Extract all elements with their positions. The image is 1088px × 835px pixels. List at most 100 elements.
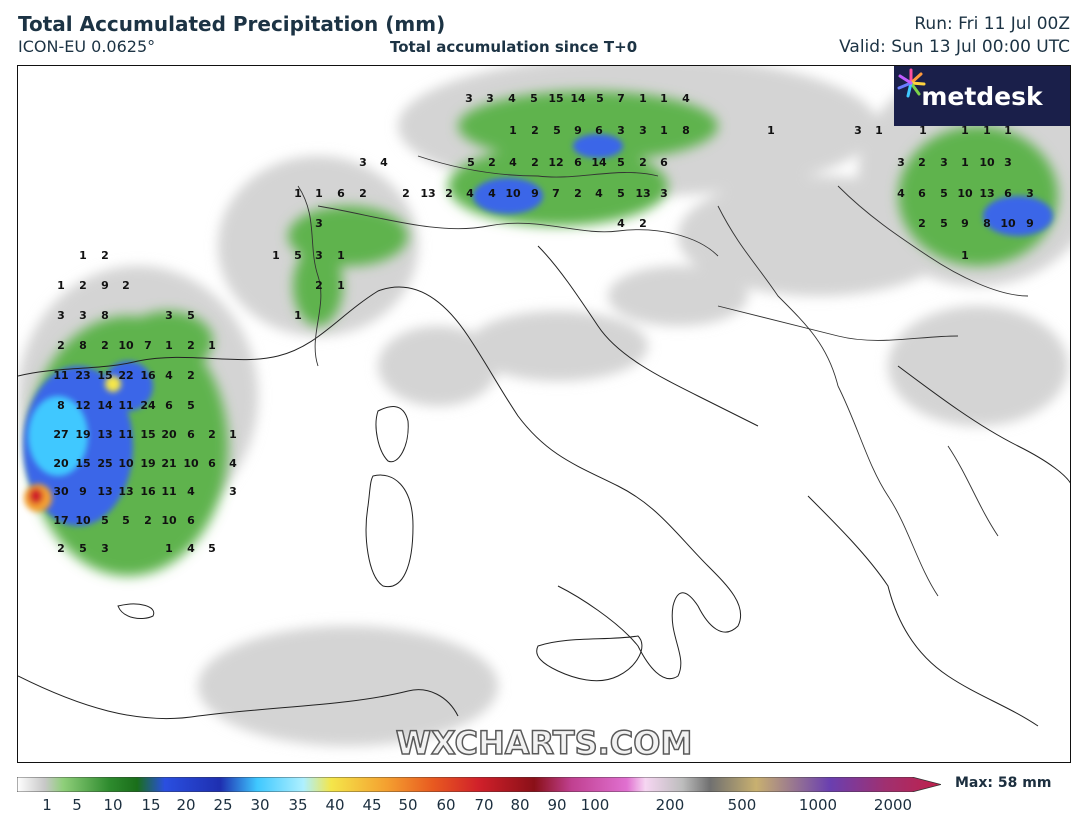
precip-value: 14 xyxy=(570,92,586,105)
precip-value: 1 xyxy=(208,339,216,352)
precip-value: 5 xyxy=(187,309,195,322)
precip-value: 5 xyxy=(101,514,109,527)
precip-value: 1 xyxy=(165,339,173,352)
precip-value: 22 xyxy=(118,369,133,382)
legend-colorbar xyxy=(17,777,941,792)
precip-value: 24 xyxy=(140,399,156,412)
precip-value: 9 xyxy=(531,187,539,200)
precip-value: 2 xyxy=(57,542,65,555)
precip-value: 1 xyxy=(294,309,302,322)
precip-value-labels: 3 3 4 5 15 14 5 7 1 1 41 2 5 9 6 3 3 1 8 1 3 1 1 1 1 13 4 5 2 4 2 12 6 14… xyxy=(53,92,1033,555)
legend-tick: 60 xyxy=(436,796,456,814)
precip-value: 4 xyxy=(466,187,474,200)
precip-value: 1 xyxy=(919,124,927,137)
precip-value: 27 xyxy=(53,428,68,441)
precip-value: 3 xyxy=(897,156,905,169)
precip-value: 8 xyxy=(983,217,991,230)
precip-value: 4 xyxy=(165,369,173,382)
precip-value: 13 xyxy=(635,187,650,200)
legend-tick: 25 xyxy=(213,796,233,814)
precip-value: 10 xyxy=(75,514,91,527)
precip-value: 2 xyxy=(208,428,216,441)
precip-value: 9 xyxy=(574,124,582,137)
precip-value: 3 xyxy=(617,124,625,137)
precip-value: 8 xyxy=(57,399,65,412)
precip-value: 13 xyxy=(97,485,112,498)
precip-value: 3 xyxy=(79,309,87,322)
legend-tick: 90 xyxy=(547,796,567,814)
precip-value: 5 xyxy=(617,187,625,200)
precip-value: 15 xyxy=(75,457,90,470)
legend-max-label: Max: 58 mm xyxy=(955,775,1052,791)
precip-value: 17 xyxy=(53,514,68,527)
precip-value: 10 xyxy=(957,187,973,200)
precip-value: 5 xyxy=(208,542,216,555)
precip-value: 7 xyxy=(617,92,625,105)
precip-value: 1 xyxy=(272,249,280,262)
precip-value: 1 xyxy=(337,279,345,292)
legend-tick: 500 xyxy=(727,796,757,814)
precip-value: 3 xyxy=(57,309,65,322)
precip-value: 11 xyxy=(161,485,176,498)
precip-value: 9 xyxy=(101,279,109,292)
precip-value: 1 xyxy=(337,249,345,262)
precip-value: 4 xyxy=(509,156,517,169)
precip-value: 2 xyxy=(531,124,539,137)
precip-value: 5 xyxy=(530,92,538,105)
precip-value: 3 xyxy=(660,187,668,200)
precip-value: 2 xyxy=(445,187,453,200)
chart-subtitle: Total accumulation since T+0 xyxy=(390,38,638,56)
precip-value: 15 xyxy=(97,369,112,382)
precip-value: 1 xyxy=(165,542,173,555)
precip-value: 1 xyxy=(57,279,65,292)
precip-value: 1 xyxy=(229,428,237,441)
precip-value: 4 xyxy=(187,485,195,498)
precip-value: 3 xyxy=(229,485,237,498)
precip-value: 13 xyxy=(420,187,435,200)
legend-tick: 80 xyxy=(510,796,530,814)
precip-value: 13 xyxy=(118,485,133,498)
precip-value: 10 xyxy=(118,457,134,470)
precip-value: 2 xyxy=(574,187,582,200)
precip-value: 1 xyxy=(509,124,517,137)
precip-value: 30 xyxy=(53,485,69,498)
precip-value: 2 xyxy=(101,339,109,352)
precip-value: 8 xyxy=(79,339,87,352)
precip-value: 3 xyxy=(486,92,494,105)
legend-tick: 1 xyxy=(42,796,52,814)
precip-value: 3 xyxy=(165,309,173,322)
chart-title: Total Accumulated Precipitation (mm) xyxy=(18,12,446,36)
precip-value: 13 xyxy=(979,187,994,200)
precip-value: 4 xyxy=(380,156,388,169)
precip-value: 13 xyxy=(97,428,112,441)
logo-text: metdesk xyxy=(921,81,1043,111)
precip-value: 4 xyxy=(617,217,625,230)
precip-value: 23 xyxy=(75,369,90,382)
coastlines xyxy=(18,245,1070,727)
precip-value: 1 xyxy=(315,187,323,200)
precip-value: 3 xyxy=(639,124,647,137)
precip-value: 2 xyxy=(531,156,539,169)
precipitation-map: 3 3 4 5 15 14 5 7 1 1 4 1 2 5 9 6 3 3 1 8 1 3 1 1 1 1 1 3 4 5 2 4 2 12 6 14… xyxy=(17,65,1071,763)
precip-value: 11 xyxy=(118,428,133,441)
precip-value: 1 xyxy=(961,124,969,137)
legend-tick: 50 xyxy=(398,796,418,814)
precip-value: 6 xyxy=(1004,187,1012,200)
legend-ticks: 1 5 10 15 20 25 30 35 40 45 50 60 70 80 90 100 200 500 100… xyxy=(17,796,917,818)
precip-value: 5 xyxy=(617,156,625,169)
legend-tick: 2000 xyxy=(873,796,913,814)
precip-value: 1 xyxy=(660,92,668,105)
precip-value: 6 xyxy=(918,187,926,200)
precip-value: 1 xyxy=(961,249,969,262)
precip-value: 8 xyxy=(682,124,690,137)
precip-value: 3 xyxy=(854,124,862,137)
precip-value: 1 xyxy=(875,124,883,137)
precip-value: 2 xyxy=(57,339,65,352)
precip-value: 4 xyxy=(508,92,516,105)
precip-value: 6 xyxy=(165,399,173,412)
map-canvas: 3 3 4 5 15 14 5 7 1 1 41 2 5 9 6 3 3 1 8 1 3 1 1 1 1 13 4 5 2 4 2 12 6 14… xyxy=(18,66,1070,746)
legend-tick: 15 xyxy=(141,796,161,814)
precip-value: 11 xyxy=(53,369,68,382)
legend-tick: 70 xyxy=(474,796,494,814)
precip-value: 6 xyxy=(208,457,216,470)
